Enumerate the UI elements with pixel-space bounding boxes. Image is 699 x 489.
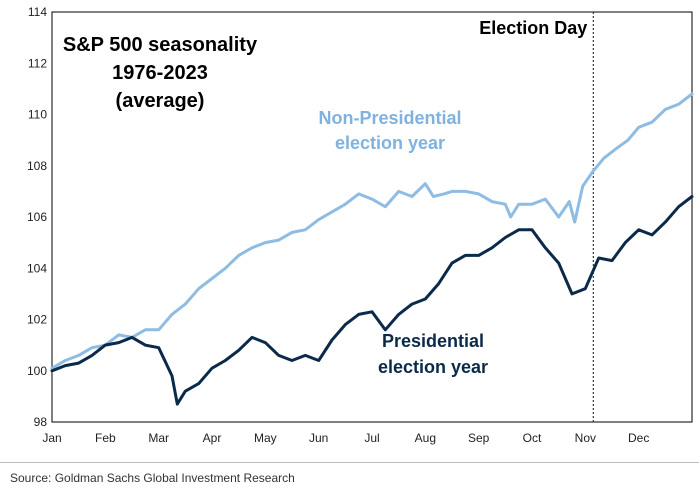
x-tick-label: Sep — [468, 431, 490, 445]
y-tick-label: 106 — [27, 210, 47, 224]
x-tick-label: Jun — [309, 431, 328, 445]
presidential-series-line — [50, 195, 694, 406]
x-tick-label: Mar — [148, 431, 169, 445]
y-axis: 98 100 102 104 106 108 110 112 114 — [27, 5, 47, 429]
title-line-2: 1976-2023 — [112, 62, 208, 84]
series-layer — [50, 92, 694, 406]
presidential-series-label: Presidential election year — [378, 331, 488, 377]
plot-area-border — [51, 11, 693, 423]
y-tick-label: 98 — [34, 415, 48, 429]
presidential-label-line-1: Presidential — [382, 331, 484, 351]
source-note: Source: Goldman Sachs Global Investment … — [10, 471, 295, 485]
non-presidential-label-line-2: election year — [335, 133, 445, 153]
title-line-1: S&P 500 seasonality — [63, 34, 258, 56]
y-tick-label: 108 — [27, 159, 47, 173]
non-presidential-label-line-1: Non-Presidential — [318, 108, 461, 128]
x-tick-label: Jan — [42, 431, 61, 445]
source-divider — [0, 462, 699, 463]
presidential-label-line-2: election year — [378, 357, 488, 377]
x-tick-label: Jul — [364, 431, 379, 445]
y-tick-label: 104 — [27, 261, 47, 275]
y-tick-label: 102 — [27, 313, 47, 327]
y-tick-label: 100 — [27, 364, 47, 378]
non-presidential-series-label: Non-Presidential election year — [318, 108, 461, 153]
x-axis: Jan Feb Mar Apr May Jun Jul Aug Sep Oct Nov Dec — [42, 431, 649, 445]
x-tick-label: Nov — [575, 431, 596, 445]
y-tick-label: 112 — [28, 56, 47, 70]
x-tick-label: Dec — [628, 431, 649, 445]
non-presidential-series-line — [50, 92, 694, 370]
x-tick-label: Apr — [203, 431, 222, 445]
x-tick-label: Oct — [523, 431, 542, 445]
election-day-label: Election Day — [479, 18, 587, 38]
x-tick-label: May — [254, 431, 277, 445]
x-tick-label: Aug — [415, 431, 436, 445]
y-tick-label: 114 — [28, 5, 47, 19]
x-tick-label: Feb — [95, 431, 116, 445]
y-tick-label: 110 — [28, 108, 47, 122]
title-line-3: (average) — [116, 90, 205, 112]
chart-title: S&P 500 seasonality 1976-2023 (average) — [63, 34, 258, 112]
